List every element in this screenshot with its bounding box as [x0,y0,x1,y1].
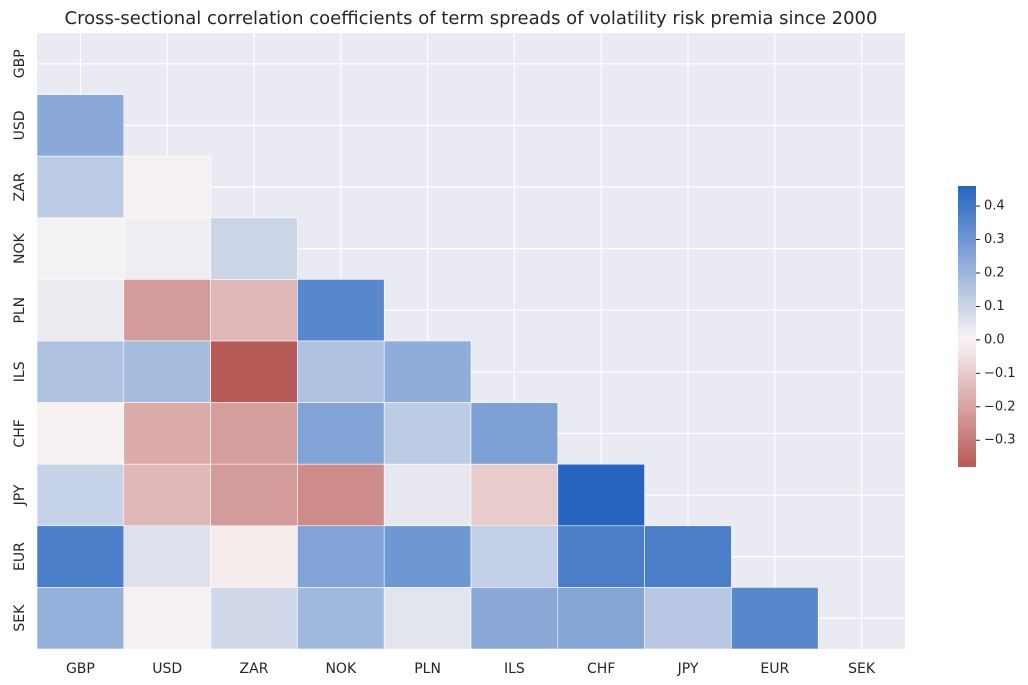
colorbar-tick-label: 0.0 [984,332,1005,347]
x-axis-tick-labels: GBP USD ZAR NOK PLN ILS CHF JPY EUR SEK [66,661,876,677]
heatmap-cell-eur-usd [123,525,211,588]
heatmap-cell-zar-usd [123,155,211,219]
heatmap-cell-eur-gbp [36,525,125,588]
colorbar-tick-label: −0.1 [984,366,1016,381]
colorbar-tick-label: 0.4 [984,199,1005,214]
chart-title: Cross-sectional correlation coefficients… [65,8,878,29]
y-tick-label-nok: NOK [12,232,28,263]
heatmap-cell-ils-pln [383,340,472,403]
heatmap-cell-ils-zar [210,340,298,403]
y-tick-label-zar: ZAR [12,172,28,201]
x-tick-label-zar: ZAR [240,661,269,677]
heatmap-cell-jpy-nok [297,463,385,527]
heatmap-cell-sek-usd [123,587,211,650]
heatmap-cell-ils-nok [297,340,385,403]
colorbar: 0.4 0.3 0.2 0.1 0.0 −0.1 −0.2 −0.3 [958,186,1016,467]
y-tick-label-jpy: JPY [12,484,28,506]
heatmap-cell-ils-gbp [36,340,125,403]
y-tick-label-chf: CHF [12,419,28,447]
x-tick-label-chf: CHF [587,661,615,677]
heatmap-cell-jpy-chf [557,463,645,527]
x-tick-label-pln: PLN [414,661,441,677]
x-tick-label-eur: EUR [760,661,789,677]
heatmap-cell-pln-usd [123,279,211,342]
x-tick-label-gbp: GBP [66,661,95,677]
heatmap-cell-eur-ils [470,525,559,588]
heatmap-cell-pln-zar [210,279,298,342]
x-tick-label-usd: USD [152,661,182,677]
heatmap-cell-jpy-gbp [36,463,125,527]
heatmap-cell-usd-gbp [36,94,125,157]
heatmap-cell-sek-chf [557,587,645,650]
heatmap-cell-sek-pln [383,587,472,650]
heatmap-cell-eur-nok [297,525,385,588]
y-tick-label-ils: ILS [12,361,28,382]
y-tick-label-usd: USD [12,110,28,140]
colorbar-tick-label: 0.3 [984,232,1005,247]
y-tick-label-gbp: GBP [12,49,28,78]
heatmap-cells [36,94,819,650]
x-tick-label-jpy: JPY [677,661,699,677]
heatmap-cell-zar-gbp [36,155,125,219]
colorbar-tick-label: −0.2 [984,399,1016,414]
heatmap-cell-sek-eur [731,587,819,650]
heatmap-cell-pln-nok [297,279,385,342]
heatmap-cell-sek-ils [470,587,559,650]
colorbar-gradient [958,186,976,467]
y-tick-label-pln: PLN [12,297,28,324]
heatmap-cell-jpy-zar [210,463,298,527]
y-tick-label-sek: SEK [12,604,28,632]
heatmap-cell-jpy-pln [383,463,472,527]
heatmap-cell-eur-chf [557,525,645,588]
heatmap-cell-eur-jpy [644,525,732,588]
heatmap-cell-jpy-usd [123,463,211,527]
heatmap-cell-chf-pln [383,402,472,465]
heatmap-cell-chf-ils [470,402,559,465]
heatmap-cell-chf-nok [297,402,385,465]
x-tick-label-sek: SEK [848,661,876,677]
y-tick-label-eur: EUR [12,542,28,571]
heatmap-cell-nok-usd [123,217,211,280]
heatmap-cell-sek-gbp [36,587,125,650]
colorbar-tick-label: −0.3 [984,433,1016,448]
x-tick-label-nok: NOK [325,661,356,677]
colorbar-tick-label: 0.1 [984,299,1005,314]
heatmap-cell-chf-gbp [36,402,125,465]
heatmap-cell-chf-usd [123,402,211,465]
y-axis-tick-labels: GBP USD ZAR NOK PLN ILS CHF JPY EUR SEK [12,49,28,631]
heatmap-cell-chf-zar [210,402,298,465]
heatmap-cell-pln-gbp [36,279,125,342]
heatmap-cell-nok-gbp [36,217,125,280]
heatmap-cell-ils-usd [123,340,211,403]
colorbar-tick-label: 0.2 [984,265,1005,280]
heatmap-cell-sek-zar [210,587,298,650]
heatmap-cell-jpy-ils [470,463,559,527]
heatmap-cell-nok-zar [210,217,298,280]
heatmap-cell-sek-jpy [644,587,732,650]
heatmap-cell-sek-nok [297,587,385,650]
heatmap-cell-eur-zar [210,525,298,588]
x-tick-label-ils: ILS [504,661,525,677]
heatmap-cell-eur-pln [383,525,472,588]
